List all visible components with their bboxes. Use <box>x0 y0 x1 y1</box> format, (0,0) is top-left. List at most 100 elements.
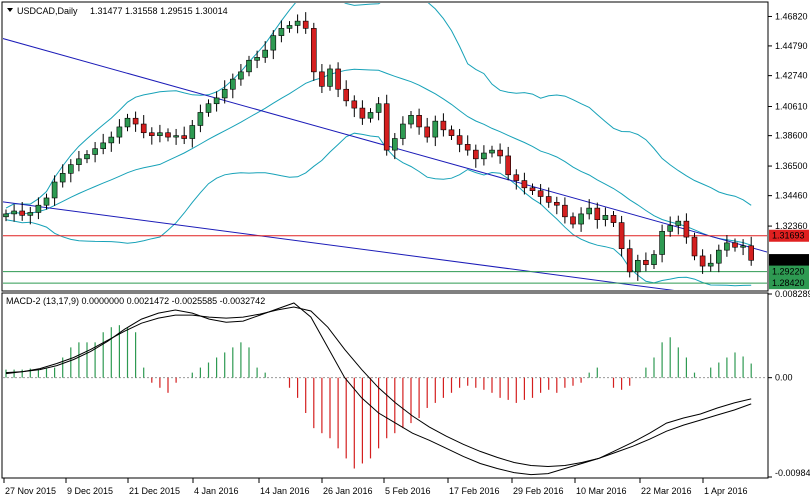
candle <box>286 21 293 33</box>
candle <box>132 111 139 132</box>
candle-body <box>116 126 123 138</box>
candle <box>76 150 82 172</box>
candle <box>391 133 398 160</box>
candle <box>351 95 358 118</box>
price-plot-area <box>3 3 767 290</box>
price-tick-label: 1.46820 <box>775 11 808 21</box>
price-tick-label: 1.32360 <box>775 221 808 231</box>
candle <box>51 175 58 206</box>
candle <box>699 249 706 274</box>
candle-body <box>562 204 568 218</box>
candle-body <box>230 78 236 90</box>
candle <box>683 213 690 244</box>
candle-body <box>270 35 277 51</box>
candle <box>278 20 285 43</box>
candle <box>92 142 98 163</box>
candle <box>367 108 374 123</box>
candle <box>707 254 714 272</box>
candle <box>181 126 187 145</box>
candle-body <box>643 259 649 265</box>
candle-body <box>667 225 674 232</box>
candle-body <box>343 88 350 102</box>
candle-body <box>740 245 746 248</box>
candle-body <box>254 57 260 61</box>
candle-body <box>748 245 755 261</box>
price-badge-label: 1.30014 <box>772 255 805 265</box>
candle <box>497 143 503 164</box>
candle-body <box>651 254 657 265</box>
candle-body <box>92 148 98 155</box>
candle <box>238 64 244 86</box>
candle-body <box>715 249 722 264</box>
time-tick-label: 17 Feb 2016 <box>449 486 500 496</box>
candle-body <box>205 103 212 113</box>
price-badge-label: 1.31693 <box>772 231 805 241</box>
candle <box>748 236 755 266</box>
bollinger-upper-band <box>5 3 752 209</box>
candle <box>545 187 552 208</box>
macd-tick-label: 0.008289 <box>775 289 810 299</box>
candle <box>400 116 406 146</box>
candle-body <box>157 132 163 136</box>
candle <box>140 115 147 139</box>
candle-body <box>383 103 390 151</box>
candle <box>715 244 722 273</box>
candle-body <box>513 174 520 181</box>
candle <box>472 144 479 168</box>
candle <box>84 150 90 164</box>
candle <box>165 128 171 142</box>
candle-body <box>594 207 601 220</box>
candle <box>189 119 196 148</box>
candle <box>505 146 512 181</box>
candle-body <box>586 207 593 215</box>
time-tick-label: 5 Feb 2016 <box>385 486 431 496</box>
symbol-label: USDCAD,Daily <box>17 6 78 16</box>
candle-body <box>43 197 50 206</box>
candle-body <box>489 149 495 154</box>
time-tick-label: 26 Jan 2016 <box>323 486 373 496</box>
time-tick-label: 22 Mar 2016 <box>641 486 692 496</box>
triangle-down-icon[interactable] <box>7 8 13 12</box>
candle <box>489 145 495 158</box>
candle-body <box>221 88 228 99</box>
candle <box>35 197 42 220</box>
candle <box>570 212 576 229</box>
candle-body <box>408 115 414 125</box>
candle <box>659 224 665 263</box>
candle <box>578 207 584 232</box>
candle <box>626 239 633 278</box>
candle-body <box>302 20 309 29</box>
candle <box>383 94 390 156</box>
candle <box>675 215 682 235</box>
price-badge <box>769 254 809 267</box>
candle-body <box>319 71 325 87</box>
candle <box>481 145 487 166</box>
candle-body <box>189 125 196 139</box>
macd-tick-label: 0.00 <box>775 373 793 383</box>
candle-body <box>618 222 625 249</box>
candle-body <box>27 212 34 216</box>
candle-body <box>732 242 738 248</box>
candle <box>327 64 333 91</box>
time-tick-label: 10 Mar 2016 <box>576 486 627 496</box>
candle <box>537 184 544 205</box>
macd-signal-line <box>5 306 752 468</box>
macd-axis: 0.008289 0.00 -0.009840 <box>768 289 810 478</box>
macd-panel[interactable] <box>1 292 769 479</box>
candle <box>594 202 601 229</box>
candle-body <box>416 115 422 128</box>
candle <box>59 164 66 188</box>
candle-body <box>432 120 439 138</box>
candle <box>149 127 155 145</box>
candle-body <box>456 135 463 145</box>
candle <box>643 252 649 272</box>
candle <box>408 110 414 129</box>
candle-body <box>213 97 220 105</box>
time-tick-label: 1 Apr 2016 <box>704 486 748 496</box>
candle <box>246 55 252 77</box>
candle <box>529 183 536 196</box>
candle-body <box>675 220 682 226</box>
candle <box>667 216 674 237</box>
